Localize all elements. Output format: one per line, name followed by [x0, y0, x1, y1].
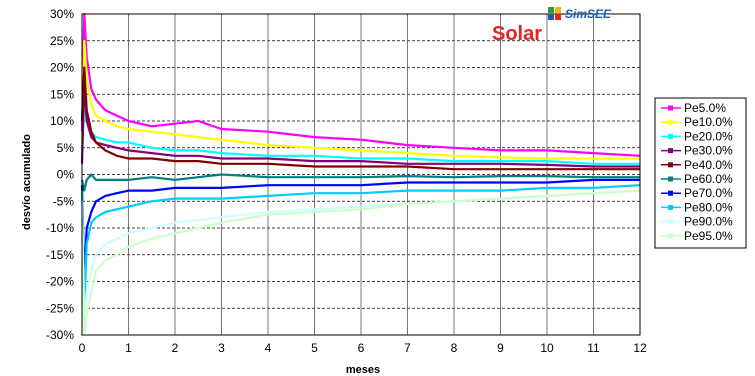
series-line: [80, 184, 641, 310]
y-tick-label: -10%: [46, 221, 74, 235]
chart-title: Solar: [492, 23, 542, 45]
y-tick-label: 25%: [50, 34, 74, 48]
y-tick-label: -5%: [53, 194, 75, 208]
x-tick-label: 12: [633, 341, 647, 355]
series-line: [80, 77, 640, 168]
legend-label: Pe60.0%: [684, 172, 733, 186]
legend-label: Pe5.0%: [684, 101, 726, 115]
legend-swatch-marker: [668, 148, 673, 154]
x-tick-labels: 0 1 2 3 4 5 6 7 8 9 10 11 12: [79, 341, 647, 355]
x-tick-label: 6: [358, 341, 365, 355]
x-axis-label: meses: [346, 364, 380, 376]
y-axis-label: desvío acumulado: [21, 134, 33, 230]
legend-swatch-marker: [668, 204, 673, 210]
legend-item: Pe70.0%: [661, 186, 733, 200]
plot-frame: [81, 13, 641, 336]
y-tick-label: 5%: [57, 141, 75, 155]
legend-label: Pe95.0%: [684, 229, 733, 243]
legend-item: Pe90.0%: [661, 215, 733, 229]
series-line: [80, 12, 641, 157]
y-tick-label: 10%: [50, 114, 74, 128]
y-tick-label: -15%: [46, 248, 74, 262]
x-tick-label: 10: [540, 341, 554, 355]
x-tick-label: 9: [497, 341, 504, 355]
legend-swatch-marker: [668, 233, 673, 239]
legend-swatch-marker: [668, 133, 673, 139]
legend-label: Pe70.0%: [684, 186, 733, 200]
legend-swatch-marker: [668, 162, 673, 168]
x-tick-label: 7: [404, 341, 411, 355]
legend-item: Pe5.0%: [661, 101, 726, 115]
x-tick-label: 4: [265, 341, 272, 355]
x-tick-label: 11: [587, 341, 600, 355]
x-tick-label: 3: [218, 341, 225, 355]
legend-swatch-marker: [668, 119, 673, 125]
legend-label: Pe90.0%: [684, 215, 733, 229]
legend-label: Pe40.0%: [684, 158, 733, 172]
legend-label: Pe30.0%: [684, 144, 733, 158]
legend-swatch-marker: [668, 190, 673, 196]
simsee-logo-text: SimSEE: [565, 7, 612, 21]
legend-item: Pe80.0%: [661, 200, 733, 214]
series-layer: [80, 12, 641, 337]
grid-layer: [81, 13, 641, 336]
legend: Pe5.0%Pe10.0%Pe20.0%Pe30.0%Pe40.0%Pe60.0…: [654, 97, 747, 249]
series-line: [80, 66, 640, 171]
legend-item: Pe10.0%: [661, 115, 733, 129]
legend-swatch-marker: [668, 105, 673, 111]
series-line: [80, 173, 640, 192]
x-tick-label: 2: [172, 341, 179, 355]
legend-item: Pe30.0%: [661, 144, 733, 158]
series-line: [80, 178, 640, 283]
legend-swatch-marker: [668, 219, 673, 225]
legend-label: Pe80.0%: [684, 200, 733, 214]
legend-swatch-marker: [668, 176, 673, 182]
legend-label: Pe10.0%: [684, 115, 733, 129]
y-tick-label: 0%: [57, 168, 75, 182]
legend-item: Pe60.0%: [661, 172, 733, 186]
y-tick-label: 20%: [50, 61, 74, 75]
legend-item: Pe95.0%: [661, 229, 733, 243]
x-tick-label: 8: [451, 341, 458, 355]
y-tick-label: 30%: [50, 7, 74, 21]
y-tick-label: 15%: [50, 87, 74, 101]
y-tick-label: -20%: [46, 275, 74, 289]
x-tick-label: 1: [125, 341, 132, 355]
x-tick-label: 5: [311, 341, 318, 355]
y-tick-label: -25%: [46, 301, 74, 315]
legend-item: Pe40.0%: [661, 158, 733, 172]
legend-item: Pe20.0%: [661, 129, 733, 143]
series-line: [80, 39, 640, 160]
simsee-grid-icon: [548, 7, 561, 20]
series-line: [80, 189, 641, 337]
y-tick-label: -30%: [46, 328, 74, 342]
simsee-logo: SimSEE: [548, 7, 612, 21]
x-tick-label: 0: [79, 341, 86, 355]
legend-label: Pe20.0%: [684, 129, 733, 143]
y-tick-labels: 30% 25% 20% 15% 10% 5% 0% -5% -10% -15% -20% -25% -3…: [46, 7, 74, 342]
